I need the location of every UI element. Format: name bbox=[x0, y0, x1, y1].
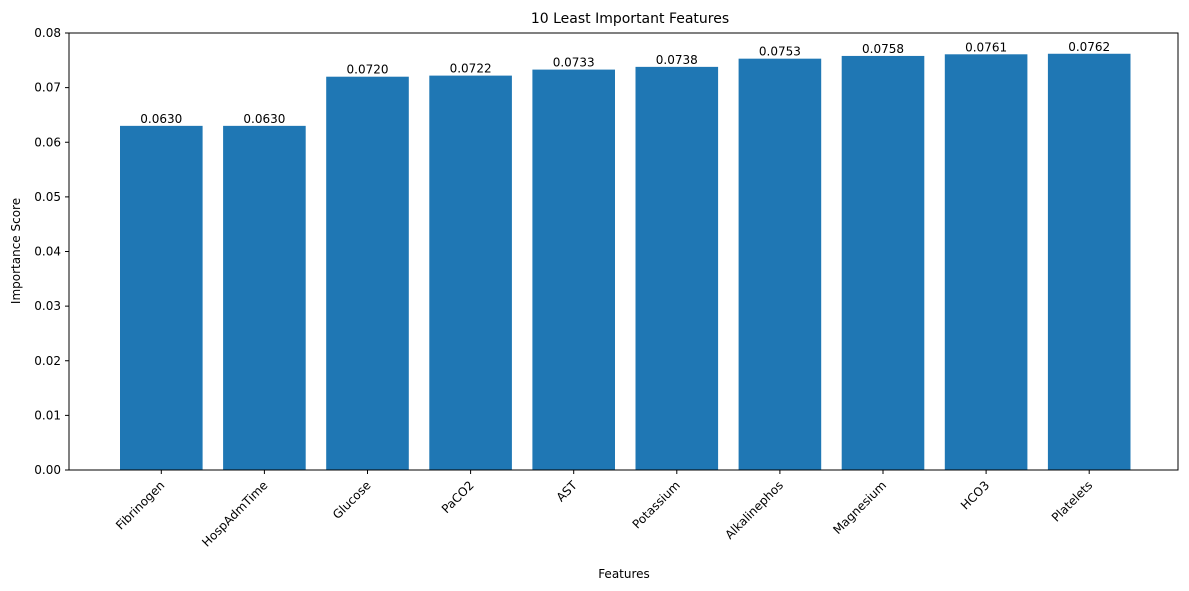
x-axis-label: Features bbox=[598, 567, 650, 581]
y-tick-label: 0.04 bbox=[34, 245, 61, 259]
x-tick-label: Alkalinephos bbox=[722, 478, 786, 542]
x-tick-label: HCO3 bbox=[958, 478, 992, 512]
x-tick-label: Potassium bbox=[630, 478, 683, 531]
y-tick-label: 0.02 bbox=[34, 354, 61, 368]
y-tick-label: 0.03 bbox=[34, 299, 61, 313]
y-tick-label: 0.07 bbox=[34, 81, 61, 95]
bar-value-label: 0.0753 bbox=[759, 45, 801, 59]
bar-hco3 bbox=[944, 54, 1028, 471]
bar-value-label: 0.0762 bbox=[1068, 40, 1110, 54]
bar-fibrinogen bbox=[120, 125, 203, 471]
y-tick-label: 0.05 bbox=[34, 190, 61, 204]
y-tick-label: 0.01 bbox=[34, 408, 61, 422]
x-tick-label: Magnesium bbox=[830, 478, 889, 537]
bar-paco2 bbox=[429, 75, 512, 471]
x-tick-label: PaCO2 bbox=[439, 478, 477, 516]
value-labels-layer: 0.0630 0.0630 0.0720 0.0722 0.0733 0.0738 0.07… bbox=[140, 40, 1110, 126]
bar-alkalinephos bbox=[738, 58, 822, 471]
x-tick-label: Fibrinogen bbox=[113, 478, 167, 532]
bar-value-label: 0.0761 bbox=[965, 40, 1007, 54]
bar-value-label: 0.0738 bbox=[656, 53, 698, 67]
bar-magnesium bbox=[841, 55, 925, 470]
bar-glucose bbox=[326, 76, 409, 470]
bar-value-label: 0.0758 bbox=[862, 42, 904, 56]
y-tick-label: 0.00 bbox=[34, 463, 61, 477]
x-tick-label: Platelets bbox=[1049, 478, 1095, 524]
bar-value-label: 0.0630 bbox=[243, 112, 285, 126]
bar-platelets bbox=[1047, 53, 1131, 470]
bar-value-label: 0.0722 bbox=[450, 62, 492, 76]
x-tick-label: Glucose bbox=[330, 478, 374, 522]
bar-value-label: 0.0733 bbox=[553, 56, 595, 70]
bar-potassium bbox=[635, 66, 719, 471]
chart-title: 10 Least Important Features bbox=[531, 11, 729, 27]
bars-layer bbox=[120, 53, 1131, 471]
y-tick-label: 0.08 bbox=[34, 26, 61, 40]
y-tick-label: 0.06 bbox=[34, 135, 61, 149]
bar-value-label: 0.0720 bbox=[347, 63, 389, 77]
y-axis-label: Importance Score bbox=[9, 198, 23, 304]
x-tick-label: AST bbox=[554, 478, 581, 505]
bar-value-label: 0.0630 bbox=[140, 112, 182, 126]
x-tick-label: HospAdmTime bbox=[199, 478, 270, 549]
bar-hospadmtime bbox=[223, 125, 306, 471]
bar-ast bbox=[532, 69, 615, 470]
